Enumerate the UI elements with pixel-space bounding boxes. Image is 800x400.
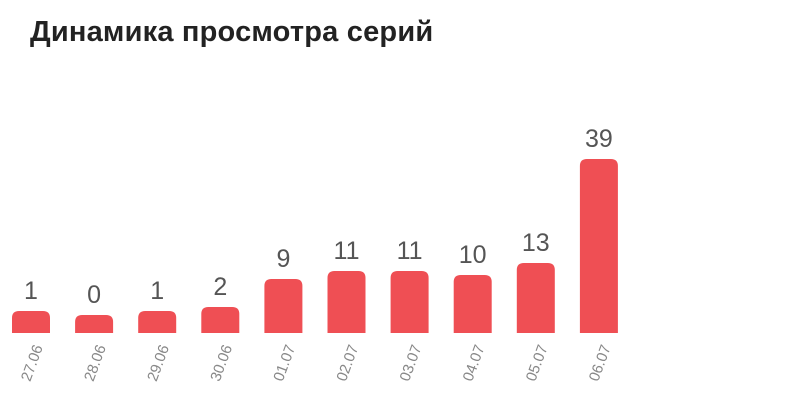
bar bbox=[201, 307, 240, 333]
bar-value-label: 11 bbox=[397, 237, 423, 265]
x-tick-label: 04.07 bbox=[460, 343, 489, 384]
bar-value-label: 2 bbox=[213, 273, 227, 301]
bar-value-label: 1 bbox=[24, 277, 38, 305]
x-tick-label: 30.06 bbox=[207, 343, 236, 384]
x-tick-label: 03.07 bbox=[397, 343, 426, 384]
bar bbox=[516, 263, 555, 333]
bar-value-label: 0 bbox=[87, 281, 101, 309]
bar bbox=[453, 275, 492, 333]
bar-group: 127.06 bbox=[12, 277, 50, 384]
bar-value-label: 1 bbox=[150, 277, 164, 305]
bar-group: 13 05.07 bbox=[516, 229, 555, 384]
x-tick-label: 29.06 bbox=[144, 343, 173, 384]
bar bbox=[327, 271, 366, 333]
x-tick-label: 05.07 bbox=[523, 343, 552, 384]
bar bbox=[390, 271, 429, 333]
bar-group: 39 06.07 bbox=[579, 125, 618, 384]
x-tick-label: 28.06 bbox=[81, 343, 110, 384]
bar-group: 11 02.07 bbox=[327, 237, 366, 384]
bar-group: 028.06 bbox=[75, 281, 114, 384]
bar bbox=[138, 311, 177, 333]
bar-group: 129.06 bbox=[138, 277, 177, 384]
bar-group: 230.06 bbox=[201, 273, 240, 384]
bar bbox=[75, 315, 114, 333]
x-tick-label: 02.07 bbox=[333, 343, 362, 384]
bar-group: 901.07 bbox=[264, 245, 303, 384]
bar-value-label: 11 bbox=[334, 237, 360, 265]
bar-value-label: 9 bbox=[276, 245, 290, 273]
bar bbox=[579, 159, 618, 333]
bar bbox=[12, 311, 50, 333]
bar-value-label: 10 bbox=[459, 241, 487, 269]
bar-value-label: 39 bbox=[585, 125, 613, 153]
chart-title: Динамика просмотра серий bbox=[30, 16, 434, 48]
bar-group: 11 03.07 bbox=[390, 237, 429, 384]
bar bbox=[264, 279, 303, 333]
bar-group: 10 04.07 bbox=[453, 241, 492, 384]
x-tick-label: 27.06 bbox=[18, 343, 47, 384]
bar-value-label: 13 bbox=[522, 229, 550, 257]
x-tick-label: 06.07 bbox=[586, 343, 615, 384]
x-tick-label: 01.07 bbox=[270, 343, 299, 384]
